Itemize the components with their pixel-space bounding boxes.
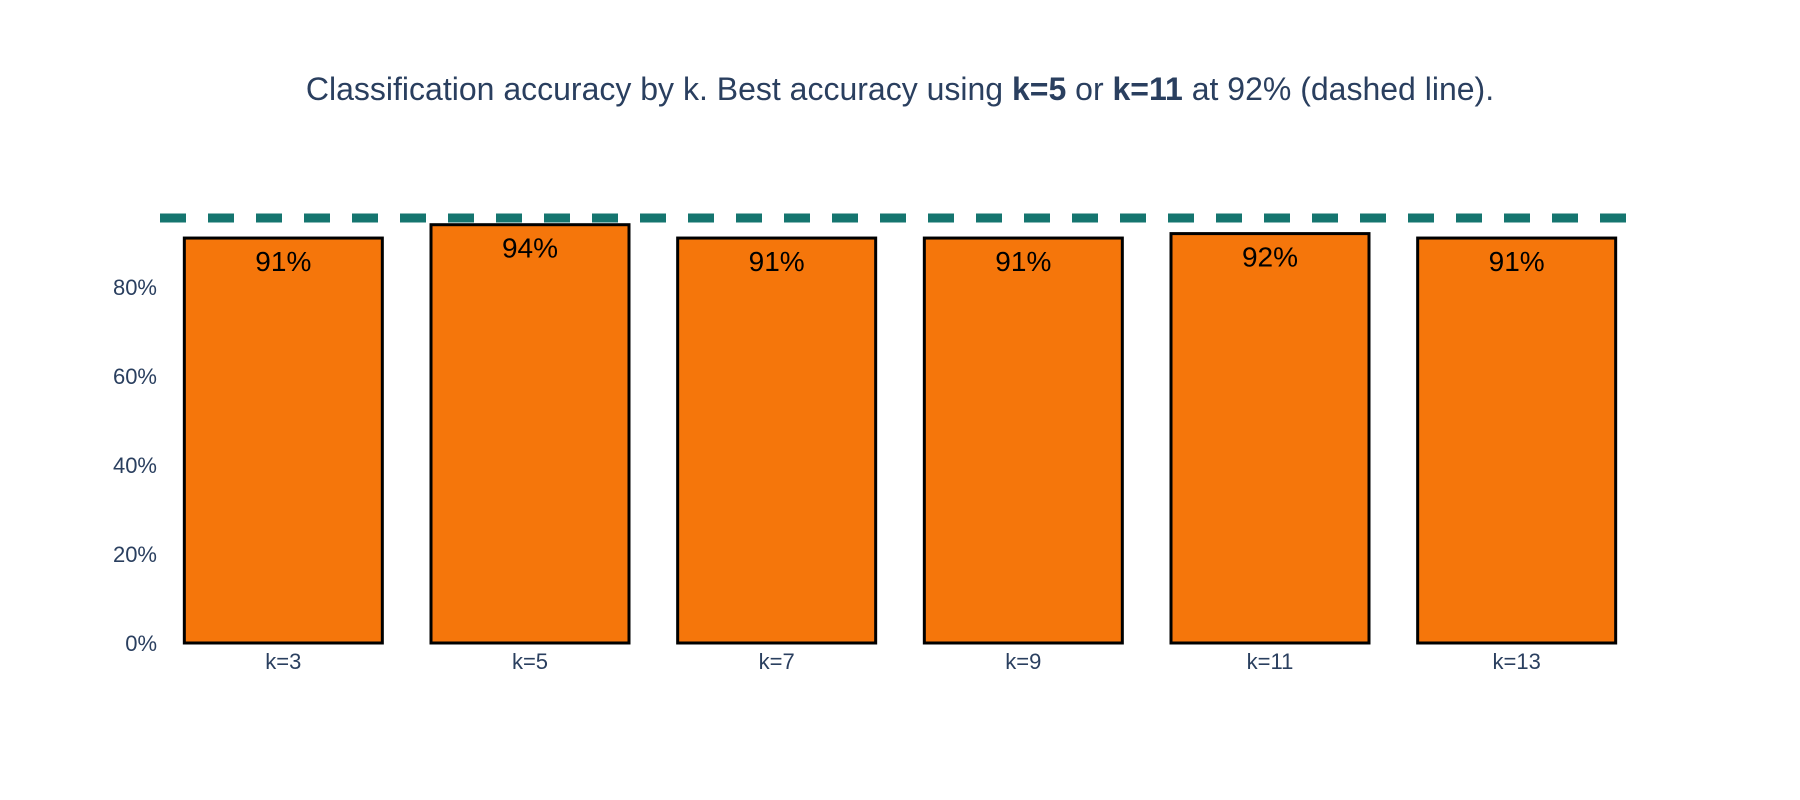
title-segment: Classification accuracy by k. Best accur… [306,71,1012,107]
bar-k-13 [1416,236,1618,645]
bar-k-5 [429,223,631,645]
bar-value-label: 91% [1489,246,1545,277]
x-tick-label: k=7 [759,649,795,674]
x-tick-label: k=11 [1247,649,1294,674]
y-tick-label: 80% [113,275,157,300]
title-segment: at 92% (dashed line). [1183,71,1494,107]
y-tick-label: 40% [113,453,157,478]
x-tick-label: k=9 [1005,649,1041,674]
bars: 91% 94% 91% 91% 92% 91% [182,223,1618,645]
bar-k-11 [1169,232,1371,645]
y-axis: 0% 20% 40% 60% 80% [113,275,157,656]
y-tick-label: 0% [125,631,157,656]
title-segment: k=11 [1112,71,1182,107]
x-tick-label: k=3 [265,649,301,674]
y-tick-label: 20% [113,542,157,567]
x-tick-label: k=13 [1493,649,1541,674]
bar-value-label: 91% [995,246,1051,277]
x-axis: k=3 k=5 k=7 k=9 k=11 k=13 [265,649,1541,674]
bar-k-7 [676,236,878,645]
y-tick-label: 60% [113,364,157,389]
bar-value-label: 91% [749,246,805,277]
x-tick-label: k=5 [512,649,548,674]
title-segment: k=5 [1012,71,1066,107]
bar-value-label: 92% [1242,242,1298,273]
chart-title: Classification accuracy by k. Best accur… [306,71,1494,107]
bar-value-label: 94% [502,233,558,264]
bar-k-3 [182,236,384,645]
bar-k-9 [922,236,1124,645]
title-segment: or [1066,71,1112,107]
bar-value-label: 91% [255,246,311,277]
